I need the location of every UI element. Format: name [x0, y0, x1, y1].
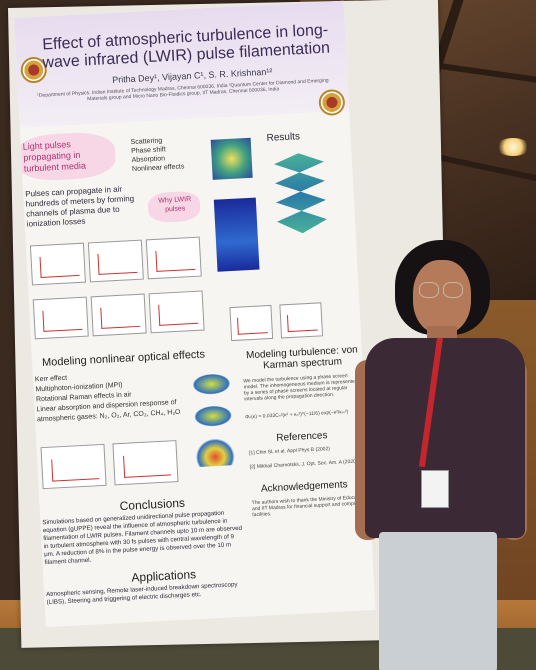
- temporal-profile-plot: [32, 296, 89, 340]
- face: [413, 260, 471, 334]
- modeling-heading: Modeling nonlinear optical effects: [41, 348, 206, 369]
- applications-text: Atmospheric sensing, Remote laser-induce…: [46, 581, 238, 607]
- temporal-profile-plot: [148, 290, 205, 334]
- phase-screen-image: [210, 137, 253, 180]
- ceiling-lamp: [496, 138, 530, 156]
- presenter: [355, 240, 530, 670]
- research-poster: Effect of atmospheric turbulence in long…: [14, 0, 376, 628]
- modeling-list: Kerr effect Multiphoton-ionization (MPI)…: [35, 368, 187, 426]
- beam-propagation-image: [213, 197, 260, 272]
- turbulence-text: We model the turbulence using a phase sc…: [243, 373, 358, 403]
- temporal-profile-plot: [29, 242, 86, 286]
- institute-logo: [318, 88, 346, 117]
- glasses-icon: [443, 282, 463, 298]
- why-bubble-text: Why LWIR pulses: [158, 195, 192, 214]
- turbulence-heading: Modeling turbulence: von Karman spectrum: [245, 344, 359, 372]
- conclusions-heading: Conclusions: [119, 495, 186, 514]
- acknowledgements-heading: Acknowledgements: [260, 479, 348, 495]
- reference-item: [2] Mikhail Charnotskii, J. Opt. Soc. Am…: [249, 458, 358, 471]
- 3d-surface-plot: [192, 434, 238, 468]
- result-plot: [229, 304, 274, 342]
- trousers: [379, 532, 497, 670]
- acknowledgements-text: The authors wish to thank the Ministry o…: [251, 494, 366, 519]
- reference-item: [1] Chin SL et al. Appl Phys B (2002): [248, 446, 331, 457]
- turbulence-formula: Φₙ(κ) = 0.033Cₙ²(κ² + κ₀²)^(−11/6) exp(−…: [245, 409, 349, 421]
- conclusions-text: Simulations based on generalized unidire…: [42, 509, 243, 567]
- intro-text: Pulses can propagate in air hundreds of …: [24, 184, 135, 229]
- id-badge-icon: [421, 470, 449, 508]
- glasses-icon: [419, 282, 439, 298]
- absorption-plot: [40, 443, 107, 490]
- result-plot: [279, 302, 324, 339]
- 3d-surface-plot: [188, 371, 235, 398]
- temporal-profile-plot: [90, 293, 147, 337]
- effect-item: Nonlinear effects: [131, 163, 185, 174]
- dispersion-plot: [112, 440, 179, 486]
- temporal-profile-plot: [87, 239, 144, 283]
- phase-screen-stack: [274, 152, 328, 235]
- references-heading: References: [276, 430, 328, 444]
- t-shirt: [365, 338, 525, 538]
- applications-heading: Applications: [131, 567, 197, 585]
- temporal-profile-plot: [145, 236, 202, 280]
- 3d-surface-plot: [190, 402, 236, 430]
- effects-list: Scattering Phase shift Absorption Nonlin…: [130, 135, 184, 174]
- results-heading: Results: [266, 131, 301, 144]
- intro-bubble-text: Light pulses propagating in turbulent me…: [22, 139, 87, 174]
